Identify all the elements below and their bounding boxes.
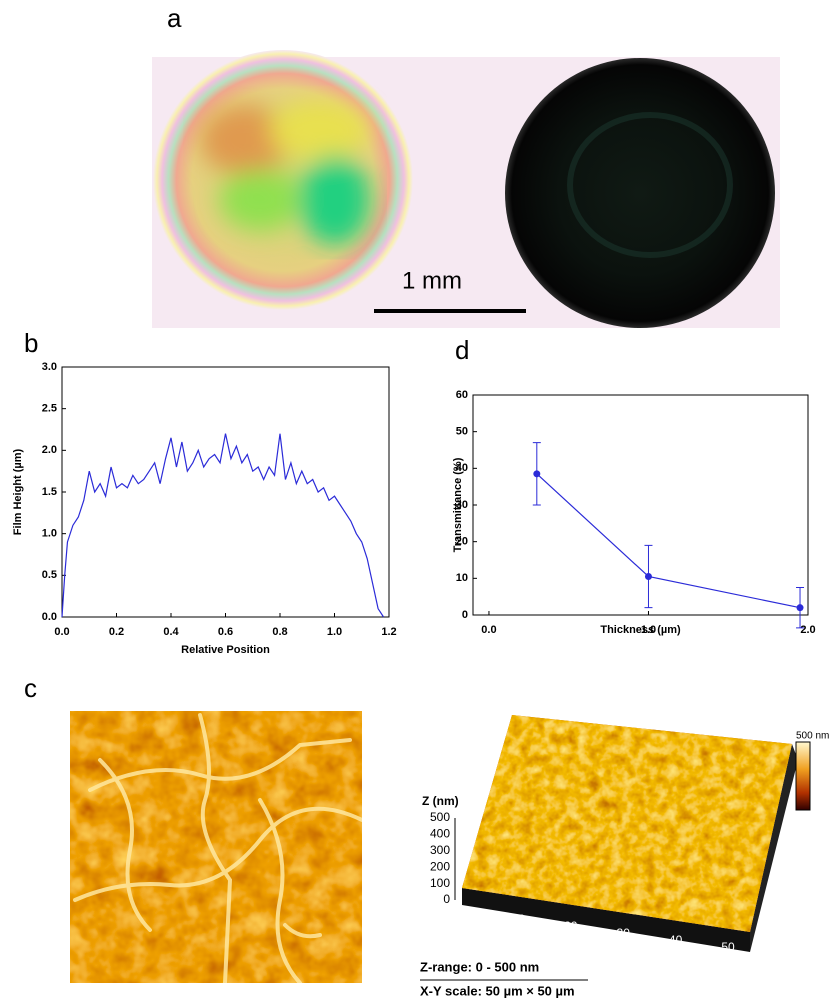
y-tick-label: 10 bbox=[456, 572, 468, 584]
x-tick-label: 1.0 bbox=[641, 624, 656, 636]
plot-frame bbox=[472, 394, 809, 616]
x-axis-title: Thickness (µm) bbox=[600, 624, 681, 636]
x-tick-label: 0 bbox=[463, 905, 470, 919]
colorbar-label: 500 nm bbox=[796, 731, 829, 742]
y-axis-title: Film Height (µm) bbox=[12, 448, 24, 535]
y-tick-label: 2.0 bbox=[42, 444, 57, 456]
data-point bbox=[533, 470, 541, 478]
panel-label: c bbox=[24, 673, 37, 703]
x-tick-label: 1.0 bbox=[327, 626, 342, 638]
x-tick-label: 1.2 bbox=[381, 626, 396, 638]
y-axis-title: Transmittance (%) bbox=[452, 457, 464, 552]
y-tick-label: 1.5 bbox=[42, 486, 57, 498]
x-tick-label: 0.2 bbox=[109, 626, 124, 638]
y-tick-label: 30 bbox=[456, 499, 468, 511]
x-tick-label: 20 bbox=[564, 919, 578, 933]
x-tick-label: 2.0 bbox=[800, 624, 815, 636]
data-point bbox=[796, 604, 804, 612]
y-tick-label: 1.0 bbox=[42, 528, 57, 540]
panel-label: a bbox=[167, 3, 182, 33]
z-tick-label: 500 bbox=[430, 810, 450, 824]
x-tick-label: 40 bbox=[669, 933, 683, 947]
z-tick-label: 400 bbox=[430, 827, 450, 841]
x-tick-label: 0.8 bbox=[272, 626, 287, 638]
y-tick-label: 0.5 bbox=[42, 569, 57, 581]
x-tick-label: 0.0 bbox=[481, 624, 496, 636]
y-tick-label: 40 bbox=[456, 462, 468, 474]
afm-image bbox=[70, 711, 362, 983]
z-tick-label: 100 bbox=[430, 876, 450, 890]
data-line bbox=[536, 473, 801, 609]
z-tick-label: 0 bbox=[443, 892, 450, 906]
plot-frame bbox=[61, 366, 390, 618]
xy-scale: X-Y scale: 50 µm × 50 µm bbox=[420, 983, 575, 998]
x-tick-label: 10 bbox=[512, 912, 526, 926]
z-range: Z-range: 0 - 500 nm bbox=[420, 959, 539, 974]
afm-3d bbox=[420, 715, 811, 981]
y-tick-label: 20 bbox=[456, 536, 468, 548]
scale-bar-label: 1 mm bbox=[402, 267, 462, 294]
data-line bbox=[61, 433, 385, 618]
x-tick-label: 0.6 bbox=[218, 626, 233, 638]
y-tick-label: 60 bbox=[456, 389, 468, 401]
micrograph bbox=[152, 50, 780, 328]
z-axis-title: Z (nm) bbox=[422, 794, 459, 808]
y-tick-label: 0.0 bbox=[42, 611, 57, 623]
panel-label: b bbox=[24, 328, 38, 358]
x-axis-title: Relative Position bbox=[181, 644, 270, 656]
x-tick-label: 0.4 bbox=[163, 626, 179, 638]
y-tick-label: 50 bbox=[456, 426, 468, 438]
z-tick-label: 300 bbox=[430, 843, 450, 857]
y-tick-label: 2.5 bbox=[42, 403, 57, 415]
y-tick-label: 3.0 bbox=[42, 361, 57, 373]
data-point bbox=[644, 573, 652, 580]
panel-label: d bbox=[455, 335, 469, 365]
x-tick-label: 30 bbox=[617, 926, 631, 940]
y-tick-label: 0 bbox=[462, 609, 468, 621]
x-tick-label: 0.0 bbox=[54, 626, 69, 638]
z-tick-label: 200 bbox=[430, 859, 450, 873]
x-tick-label: 50 bbox=[721, 940, 735, 954]
